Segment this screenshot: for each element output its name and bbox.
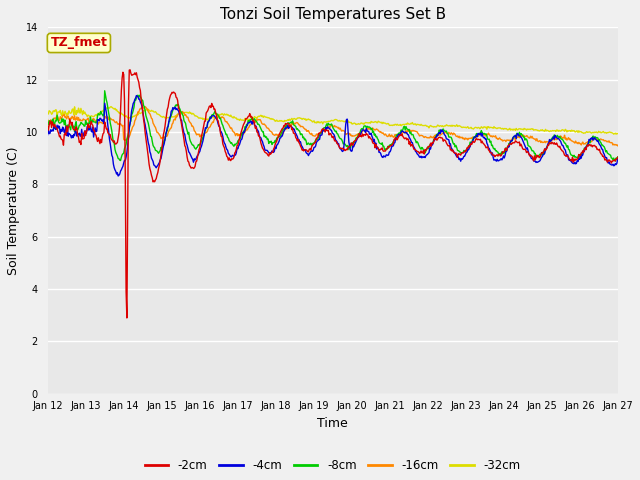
Text: TZ_fmet: TZ_fmet bbox=[51, 36, 108, 49]
X-axis label: Time: Time bbox=[317, 417, 348, 430]
Title: Tonzi Soil Temperatures Set B: Tonzi Soil Temperatures Set B bbox=[220, 7, 445, 22]
Y-axis label: Soil Temperature (C): Soil Temperature (C) bbox=[7, 146, 20, 275]
Legend: -2cm, -4cm, -8cm, -16cm, -32cm: -2cm, -4cm, -8cm, -16cm, -32cm bbox=[140, 455, 525, 477]
